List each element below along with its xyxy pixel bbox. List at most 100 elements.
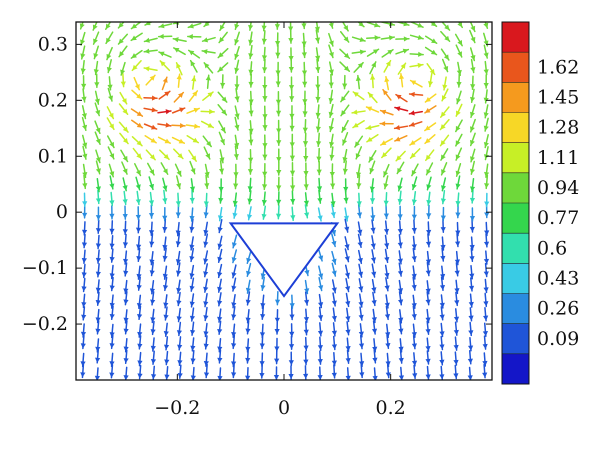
vector-arrow-head [301, 23, 307, 29]
vector-arrow-head [371, 300, 377, 306]
vector-arrow-head [455, 154, 461, 161]
vector-arrow-head [397, 185, 403, 191]
vector-arrow-head [273, 374, 280, 380]
vector-arrow-head [355, 75, 361, 81]
vector-arrow-head [444, 24, 450, 31]
vector-arrow-head [425, 138, 431, 144]
vector-arrow-head [457, 40, 463, 46]
vector-arrow-head [384, 285, 390, 291]
vector-arrow-head [426, 169, 432, 175]
vector-arrow-head [456, 81, 462, 88]
vector-arrow-head [397, 270, 403, 277]
vector-arrow-head [151, 107, 157, 113]
vector-arrow-head [425, 154, 431, 161]
vector-arrow-head [356, 201, 362, 207]
vector-arrow-head [288, 374, 294, 380]
vector-arrow-head [234, 53, 240, 60]
vector-arrow-head [259, 343, 265, 349]
vector-arrow-head [149, 259, 155, 265]
vector-arrow-head [329, 171, 335, 178]
vector-arrow-head [234, 84, 240, 90]
colorbar-band [502, 142, 529, 174]
vector-arrow-head [397, 167, 403, 174]
vector-arrow-head [383, 183, 389, 189]
vector-arrow-head [81, 113, 87, 119]
vector-arrow-head [317, 359, 323, 365]
vector-arrow-head [190, 358, 196, 364]
vector-arrow-head [483, 241, 490, 247]
vector-arrow-head [82, 153, 88, 160]
vector-arrow-head [162, 168, 168, 175]
vector-arrow-head [121, 98, 127, 104]
vector-arrow-head [482, 372, 488, 378]
vector-arrow-head [303, 359, 309, 365]
vector-arrow-head [358, 331, 364, 337]
vector-arrow-head [217, 346, 223, 352]
vector-arrow-head [430, 22, 437, 27]
vector-arrow-head [122, 229, 128, 235]
vector-arrow-head [328, 22, 334, 29]
vector-arrow-head [418, 51, 424, 57]
vector-arrow-head [259, 372, 265, 379]
vector-arrow-head [342, 83, 348, 89]
vector-arrow-head [427, 81, 434, 87]
vector-arrow-head [344, 244, 350, 250]
vector-arrow-head [385, 332, 391, 338]
vector-arrow-head [343, 52, 350, 59]
colorbar: 1.62 1.45 1.28 1.11 0.94 0.77 0.6 0.43 0.26 0.09 [501, 21, 579, 385]
vector-arrow-head [95, 127, 101, 134]
vector-arrow-head [260, 314, 266, 320]
vector-arrow-head [188, 23, 194, 29]
vector-arrow-head [136, 303, 143, 309]
vector-arrow-head [234, 23, 240, 30]
vector-arrow-head [359, 361, 365, 367]
vector-arrow-head [303, 171, 309, 177]
vector-arrow-head [440, 124, 446, 130]
vector-arrow-head [288, 55, 294, 62]
vector-arrow-head [411, 302, 417, 309]
vector-arrow-head [218, 197, 224, 204]
vector-arrow-head [317, 345, 323, 351]
vector-arrow-head [162, 273, 168, 280]
vector-arrow-head [109, 314, 115, 320]
vector-arrow-head [190, 60, 196, 67]
vector-arrow-head [190, 329, 196, 336]
vector-arrow-head [177, 344, 183, 350]
vector-arrow-head [245, 346, 251, 352]
vector-arrow-head [81, 286, 87, 292]
vector-arrow-head [234, 142, 240, 149]
vector-arrow-head [317, 330, 324, 336]
vector-arrow-head [189, 197, 195, 203]
vector-arrow-head [369, 156, 374, 162]
vector-arrow-head [417, 22, 423, 28]
vector-arrow-head [248, 24, 254, 31]
vector-arrow-head [118, 38, 124, 45]
vector-arrow-head [151, 374, 157, 380]
vector-arrow-head [95, 317, 101, 323]
vector-arrow-head [412, 373, 418, 379]
vector-arrow-head [384, 314, 391, 320]
vector-arrow-head [397, 214, 403, 220]
vector-arrow-head [131, 53, 137, 59]
vector-arrow-head [203, 343, 209, 349]
vector-arrow-head [328, 69, 334, 75]
vector-arrow-head [289, 125, 295, 131]
vector-arrow-head [384, 243, 390, 249]
vector-arrow-head [469, 256, 475, 262]
colorbar-label: 0.09 [537, 328, 579, 350]
vector-arrow-head [318, 255, 324, 261]
vector-arrow-head [467, 375, 473, 380]
vector-arrow-head [192, 137, 199, 143]
vector-arrow-head [189, 244, 195, 250]
vector-arrow-head [136, 140, 142, 146]
vector-arrow-head [368, 92, 374, 99]
vector-arrow-head [245, 287, 251, 294]
vector-arrow-head [82, 183, 88, 189]
vector-arrow-head [150, 358, 157, 365]
vector-arrow-head [262, 125, 268, 131]
vector-arrow-head [425, 299, 431, 305]
vector-arrow-head [342, 139, 348, 145]
colorbar-label: 0.6 [537, 237, 567, 259]
vector-arrow-head [315, 96, 321, 102]
vector-arrow-head [303, 373, 309, 379]
